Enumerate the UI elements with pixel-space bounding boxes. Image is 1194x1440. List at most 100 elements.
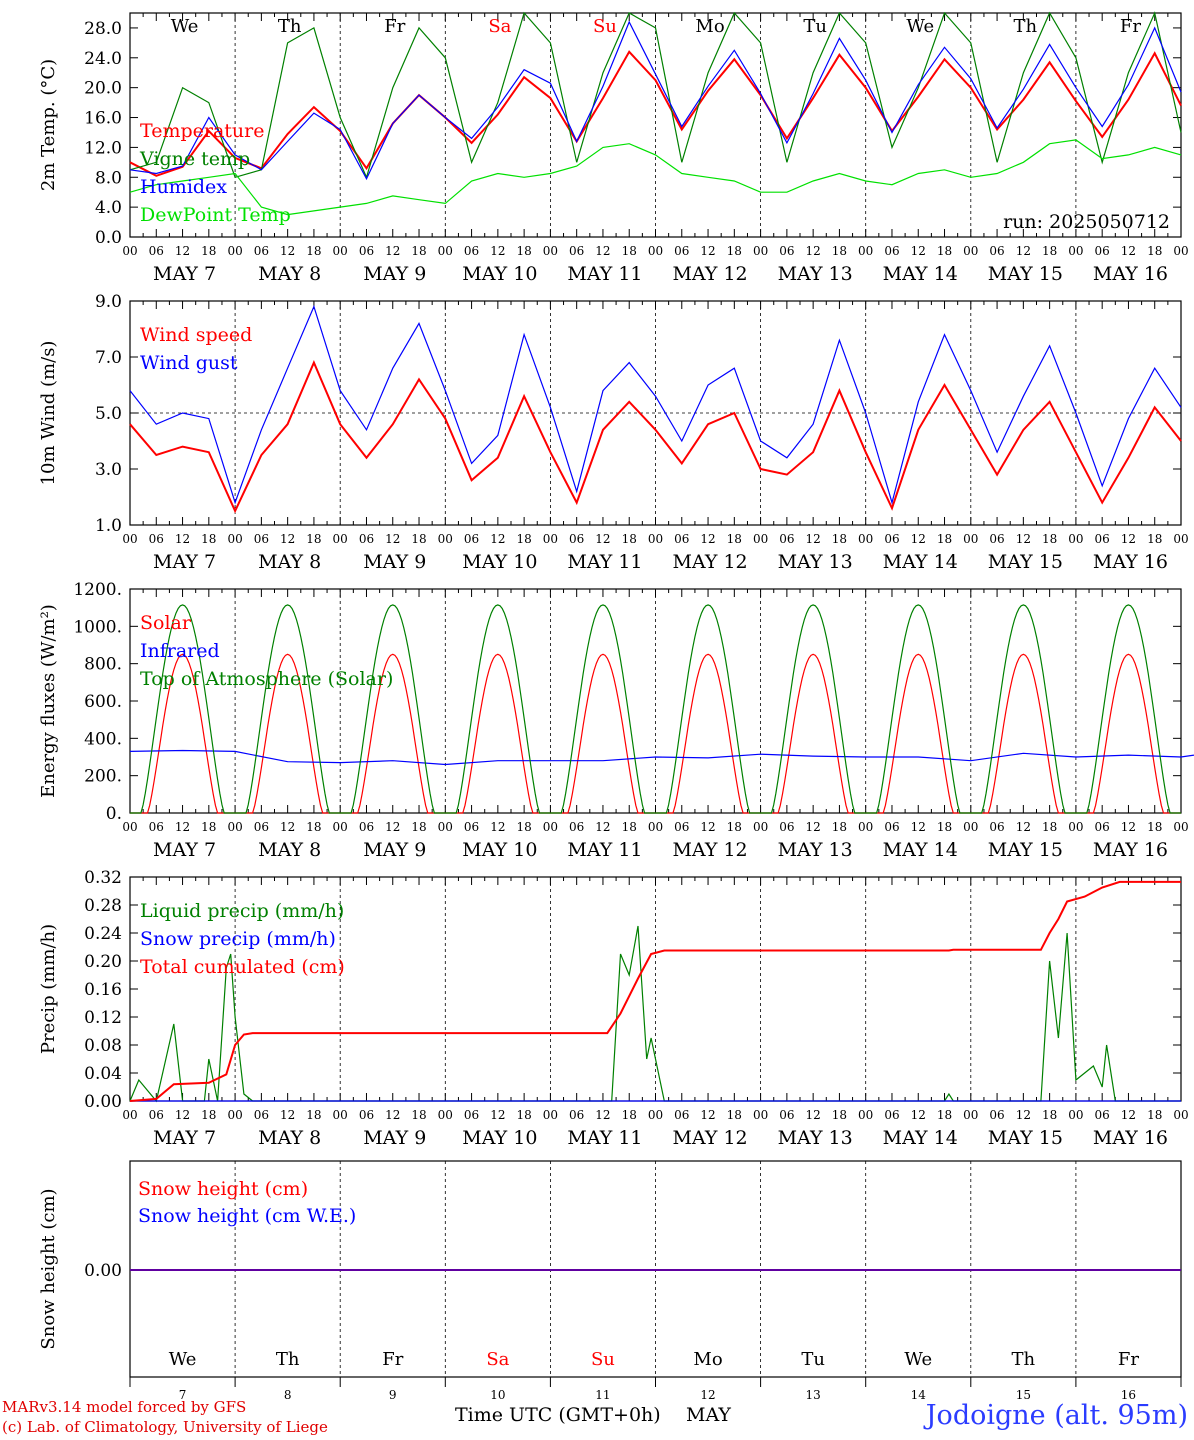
date-label: MAY 10 [462,839,537,861]
hour-tick-label: 00 [648,820,663,834]
date-label: MAY 16 [1093,263,1168,285]
hour-tick-label: 18 [306,1108,321,1122]
hour-tick-label: 06 [1095,244,1110,258]
run-label: run: 2025050712 [1003,211,1170,233]
hour-tick-label: 12 [385,820,400,834]
hour-tick-label: 06 [464,820,479,834]
hour-tick-label: 12 [1121,1108,1136,1122]
day-number-label: 16 [1121,1388,1136,1402]
y-tick-label: 0.28 [84,896,122,916]
date-label: MAY 14 [883,839,958,861]
hour-tick-label: 12 [595,1108,610,1122]
hour-tick-label: 06 [884,820,899,834]
weekday-label: Th [1014,16,1038,37]
hour-tick-label: 00 [1068,820,1083,834]
hour-tick-label: 00 [858,532,873,546]
hour-tick-label: 06 [569,244,584,258]
y-tick-label: 0.00 [84,1092,122,1112]
hour-tick-label: 00 [333,244,348,258]
weekday-label: Mo [695,16,724,37]
date-label: MAY 15 [988,551,1063,573]
hour-tick-label: 00 [543,820,558,834]
hour-tick-label: 06 [464,1108,479,1122]
date-label: MAY 11 [567,551,642,573]
hour-tick-label: 06 [1095,820,1110,834]
hour-tick-label: 06 [989,820,1004,834]
hour-tick-label: 12 [806,532,821,546]
hour-tick-label: 06 [254,820,269,834]
hour-tick-label: 18 [622,820,637,834]
y-tick-label: 7.0 [95,348,122,368]
hour-tick-label: 12 [595,820,610,834]
hour-tick-label: 12 [1016,244,1031,258]
hour-tick-label: 12 [1016,1108,1031,1122]
hour-tick-label: 12 [385,1108,400,1122]
y-axis-label: Precip (mm/h) [38,924,59,1054]
hour-tick-label: 12 [490,244,505,258]
hour-tick-label: 00 [333,532,348,546]
hour-tick-label: 12 [700,244,715,258]
hour-tick-label: 12 [595,532,610,546]
hour-tick-label: 18 [937,1108,952,1122]
hour-tick-label: 06 [779,244,794,258]
hour-tick-label: 06 [359,532,374,546]
hour-tick-label: 00 [963,244,978,258]
y-tick-label: 400. [84,729,122,749]
date-label: MAY 12 [672,551,747,573]
y-tick-label: 1000. [73,617,122,637]
weekday-label: Su [593,16,617,37]
y-tick-label: 16.0 [84,109,122,129]
hour-tick-label: 12 [280,532,295,546]
y-tick-label: 9.0 [95,292,122,312]
hour-tick-label: 18 [201,1108,216,1122]
hour-tick-label: 06 [989,1108,1004,1122]
legend-infrared: Infrared [140,640,220,662]
hour-tick-label: 00 [227,820,242,834]
hour-tick-label: 00 [858,244,873,258]
series-humidex [129,20,1182,181]
hour-tick-label: 12 [490,1108,505,1122]
hour-tick-label: 06 [779,532,794,546]
hour-tick-label: 00 [543,532,558,546]
day-number-label: 14 [911,1388,927,1402]
y-tick-label: 1200. [73,580,122,600]
legend-snow-height-cm-w-e-: Snow height (cm W.E.) [138,1205,356,1227]
date-label: MAY 7 [153,551,216,573]
date-label: MAY 14 [883,1127,958,1149]
day-number-label: 8 [284,1388,292,1402]
y-tick-label: 4.0 [95,198,122,218]
weekday-label: Mo [693,1349,722,1370]
y-tick-label: 12.0 [84,138,122,158]
model-credit: MARv3.14 model forced by GFS [2,1398,247,1416]
y-tick-label: 0.12 [84,1008,122,1028]
weekday-label: Fr [382,1349,403,1370]
hour-tick-label: 06 [674,532,689,546]
hour-tick-label: 00 [333,820,348,834]
date-label: MAY 10 [462,551,537,573]
hour-tick-label: 00 [753,1108,768,1122]
weekday-label: Sa [488,16,511,37]
hour-tick-label: 18 [1042,244,1057,258]
hour-tick-label: 06 [254,532,269,546]
y-tick-label: 0.20 [84,952,122,972]
hour-tick-label: 06 [674,244,689,258]
y-tick-label: 8.0 [95,168,122,188]
hour-tick-label: 06 [359,820,374,834]
hour-tick-label: 18 [622,1108,637,1122]
x-axis-title: Time UTC (GMT+0h) [455,1404,661,1426]
y-axis-label: 10m Wind (m/s) [38,341,59,486]
date-label: MAY 9 [363,1127,426,1149]
hour-tick-label: 18 [832,820,847,834]
hour-tick-label: 12 [911,532,926,546]
hour-tick-label: 12 [700,1108,715,1122]
hour-tick-label: 00 [438,532,453,546]
hour-tick-label: 06 [1095,1108,1110,1122]
weekday-label: Fr [1120,16,1141,37]
date-label: MAY 13 [778,551,853,573]
date-label: MAY 14 [883,263,958,285]
hour-tick-label: 18 [1147,1108,1162,1122]
weekday-label: We [904,1349,932,1370]
hour-tick-label: 00 [333,1108,348,1122]
x-axis-month: MAY [686,1404,731,1426]
weekday-label: Th [276,1349,300,1370]
